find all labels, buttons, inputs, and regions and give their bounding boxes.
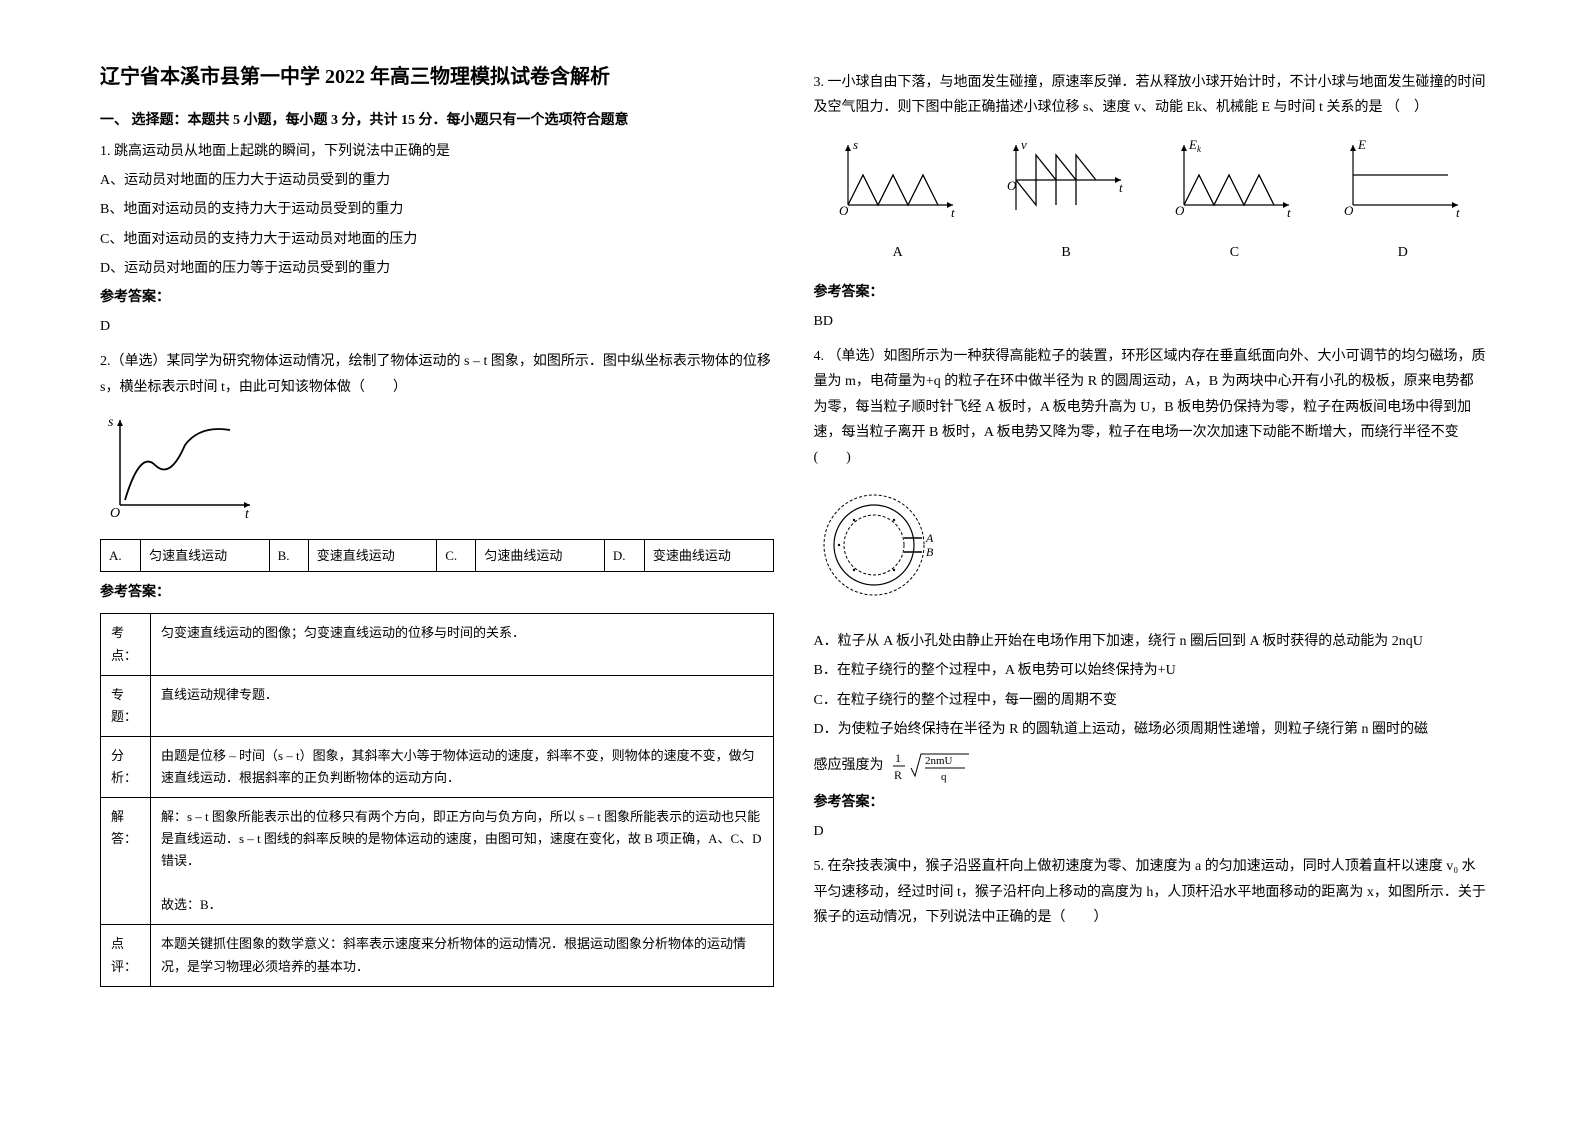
- svg-text:t: t: [1119, 180, 1123, 195]
- question-3: 3. 一小球自由下落，与地面发生碰撞，原速率反弹．若从释放小球开始计时，不计小球…: [814, 70, 1488, 334]
- q3-graph-a: s O t A: [833, 135, 963, 264]
- q4-option-c: C．在粒子绕行的整个过程中，每一圈的周期不变: [814, 688, 1488, 713]
- q1-option-a: A、运动员对地面的压力大于运动员受到的重力: [100, 168, 774, 193]
- q2-stem: 2.（单选）某同学为研究物体运动情况，绘制了物体运动的 s – t 图象，如图所…: [100, 349, 774, 399]
- q4-option-a: A．粒子从 A 板小孔处由静止开始在电场作用下加速，绕行 n 圈后回到 A 板时…: [814, 629, 1488, 654]
- q2-answer-label: 参考答案：: [100, 580, 774, 605]
- q3-label-d: D: [1338, 240, 1468, 265]
- q2-choice-b-text: 变速直线运动: [308, 539, 437, 571]
- svg-text:Ek: Ek: [1188, 137, 1202, 154]
- q2-choice-c-label: C.: [437, 539, 476, 571]
- q1-option-b: B、地面对运动员的支持力大于运动员受到的重力: [100, 197, 774, 222]
- question-4: 4. （单选）如图所示为一种获得高能粒子的装置，环形区域内存在垂直纸面向外、大小…: [814, 344, 1488, 844]
- q4-option-d-formula-line: 感应强度为 1 R 2nmU q: [814, 746, 1488, 786]
- question-2: 2.（单选）某同学为研究物体运动情况，绘制了物体运动的 s – t 图象，如图所…: [100, 349, 774, 986]
- q4-answer-label: 参考答案：: [814, 790, 1488, 815]
- svg-text:2nmU: 2nmU: [925, 755, 953, 767]
- q4-option-d-prefix: D．为使粒子始终保持在半径为 R 的圆轨道上运动，磁场必须周期性递增，则粒子绕行…: [814, 717, 1488, 742]
- svg-text:q: q: [941, 771, 947, 783]
- svg-text:O: O: [1007, 178, 1017, 193]
- question-5: 5. 在杂技表演中，猴子沿竖直杆向上做初速度为零、加速度为 a 的匀加速运动，同…: [814, 854, 1488, 930]
- section-1-header: 一、 选择题：本题共 5 小题，每小题 3 分，共计 15 分．每小题只有一个选…: [100, 109, 774, 129]
- q2-choice-a-label: A.: [101, 539, 141, 571]
- s-axis-label: s: [108, 415, 114, 430]
- q1-option-d: D、运动员对地面的压力等于运动员受到的重力: [100, 256, 774, 281]
- zhuanti-label: 专题：: [101, 675, 151, 736]
- origin-label: O: [110, 506, 120, 520]
- question-1: 1. 跳高运动员从地面上起跳的瞬间，下列说法中正确的是 A、运动员对地面的压力大…: [100, 139, 774, 339]
- q2-choices-table: A. 匀速直线运动 B. 变速直线运动 C. 匀速曲线运动 D. 变速曲线运动: [100, 539, 774, 572]
- svg-text:B: B: [926, 545, 934, 559]
- fenxi-label: 分析：: [101, 736, 151, 797]
- q4-option-d-suffix: 感应强度为: [814, 758, 884, 773]
- jieda-label: 解答：: [101, 798, 151, 925]
- q1-stem: 1. 跳高运动员从地面上起跳的瞬间，下列说法中正确的是: [100, 139, 774, 164]
- svg-text:O: O: [839, 203, 849, 218]
- q3-label-b: B: [1001, 240, 1131, 265]
- svg-text:R: R: [894, 768, 902, 782]
- q3-stem: 3. 一小球自由下落，与地面发生碰撞，原速率反弹．若从释放小球开始计时，不计小球…: [814, 70, 1488, 120]
- q3-answer: BD: [814, 309, 1488, 334]
- svg-text:v: v: [1021, 137, 1027, 152]
- q4-option-b: B．在粒子绕行的整个过程中，A 板电势可以始终保持为+U: [814, 658, 1488, 683]
- zhuanti-text: 直线运动规律专题．: [151, 675, 774, 736]
- svg-text:O: O: [1175, 203, 1185, 218]
- q3-label-a: A: [833, 240, 963, 265]
- q4-formula: 1 R 2nmU q: [891, 746, 981, 786]
- q3-graph-options: s O t A v O t B: [814, 135, 1488, 264]
- q3-graph-c: Ek O t C: [1169, 135, 1299, 264]
- q1-answer-label: 参考答案：: [100, 285, 774, 310]
- q2-choice-a-text: 匀速直线运动: [141, 539, 270, 571]
- q2-analysis-table: 考点： 匀变速直线运动的图像；匀变速直线运动的位移与时间的关系． 专题： 直线运…: [100, 613, 774, 986]
- q4-answer: D: [814, 819, 1488, 844]
- jieda-cell: 解：s – t 图象所能表示出的位移只有两个方向，即正方向与负方向，所以 s –…: [151, 798, 774, 925]
- right-column: 3. 一小球自由下落，与地面发生碰撞，原速率反弹．若从释放小球开始计时，不计小球…: [794, 60, 1508, 1062]
- fenxi-text: 由题是位移 – 时间（s – t）图象，其斜率大小等于物体运动的速度，斜率不变，…: [151, 736, 774, 797]
- svg-text:s: s: [853, 137, 858, 152]
- q3-graph-d: E O t D: [1338, 135, 1468, 264]
- document-title: 辽宁省本溪市县第一中学 2022 年高三物理模拟试卷含解析: [100, 60, 774, 89]
- q3-graph-b: v O t B: [1001, 135, 1131, 264]
- kaodian-label: 考点：: [101, 614, 151, 675]
- q1-option-c: C、地面对运动员的支持力大于运动员对地面的压力: [100, 227, 774, 252]
- q2-choice-c-text: 匀速曲线运动: [476, 539, 605, 571]
- dianping-text: 本题关键抓住图象的数学意义：斜率表示速度来分析物体的运动情况．根据运动图象分析物…: [151, 925, 774, 986]
- svg-text:1: 1: [895, 751, 901, 765]
- q2-choice-b-label: B.: [269, 539, 308, 571]
- svg-text:t: t: [951, 205, 955, 220]
- jieda-text2: 故选：B．: [161, 897, 222, 912]
- svg-text:t: t: [1287, 205, 1291, 220]
- q3-answer-label: 参考答案：: [814, 280, 1488, 305]
- q4-stem: 4. （单选）如图所示为一种获得高能粒子的装置，环形区域内存在垂直纸面向外、大小…: [814, 344, 1488, 470]
- kaodian-text: 匀变速直线运动的图像；匀变速直线运动的位移与时间的关系．: [151, 614, 774, 675]
- q2-choice-d-text: 变速曲线运动: [644, 539, 773, 571]
- left-column: 辽宁省本溪市县第一中学 2022 年高三物理模拟试卷含解析 一、 选择题：本题共…: [80, 60, 794, 1062]
- svg-text:t: t: [1456, 205, 1460, 220]
- t-axis-label: t: [245, 507, 250, 520]
- q2-choice-d-label: D.: [604, 539, 644, 571]
- q5-stem: 5. 在杂技表演中，猴子沿竖直杆向上做初速度为零、加速度为 a 的匀加速运动，同…: [814, 854, 1488, 930]
- q4-ring-diagram: A B: [814, 480, 1488, 619]
- q1-answer: D: [100, 314, 774, 339]
- q3-label-c: C: [1169, 240, 1299, 265]
- q2-graph: s O t: [100, 410, 774, 529]
- svg-text:O: O: [1344, 203, 1354, 218]
- jieda-text: 解：s – t 图象所能表示出的位移只有两个方向，即正方向与负方向，所以 s –…: [161, 809, 762, 868]
- dianping-label: 点评：: [101, 925, 151, 986]
- svg-text:A: A: [925, 531, 934, 545]
- svg-text:E: E: [1357, 137, 1366, 152]
